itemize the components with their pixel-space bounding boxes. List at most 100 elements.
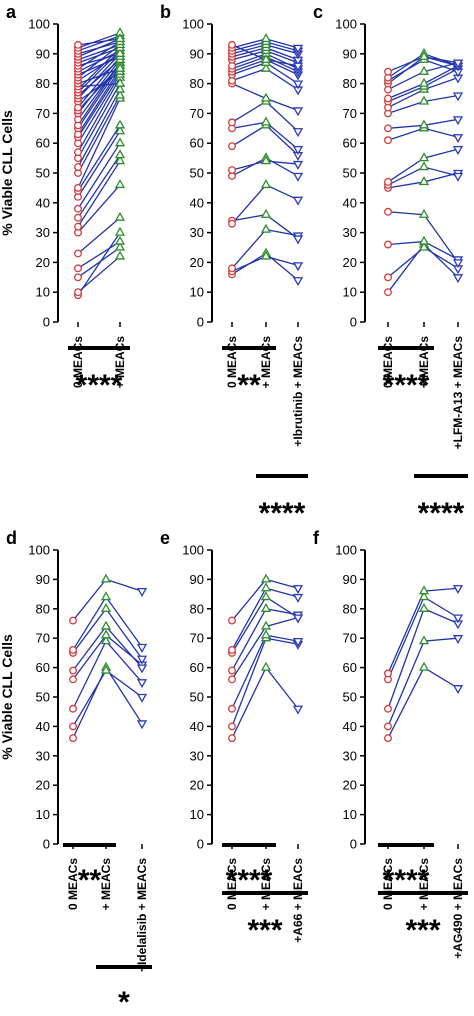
baseline-point — [69, 675, 77, 684]
y-tick-label: 100 — [182, 543, 204, 558]
series-line — [77, 154, 121, 219]
y-tick-label: 30 — [36, 225, 50, 240]
y-tick-label: 90 — [343, 572, 357, 587]
series-line — [77, 53, 121, 67]
series-line — [77, 68, 121, 135]
meacs-point — [114, 241, 126, 251]
inhibitor-point — [136, 693, 148, 703]
y-tick-label: 0 — [350, 837, 357, 852]
series-line — [77, 68, 121, 85]
meacs-point — [418, 602, 430, 612]
series-line — [77, 44, 121, 61]
meacs-point — [114, 235, 126, 245]
y-tick-label: 40 — [343, 719, 357, 734]
inhibitor-point — [452, 59, 464, 69]
meacs-point — [114, 125, 126, 135]
inhibitor-point — [292, 637, 304, 647]
baseline-point — [69, 646, 77, 654]
series-line — [77, 59, 121, 97]
meacs-point — [100, 629, 112, 639]
baseline-point — [384, 207, 392, 216]
meacs-point — [418, 65, 430, 75]
panel-label: f — [313, 528, 320, 548]
meacs-point — [114, 226, 126, 236]
y-tick-label: 80 — [190, 601, 204, 616]
meacs-point — [114, 89, 126, 99]
baseline-point — [228, 40, 236, 49]
y-tick-label: 40 — [190, 719, 204, 734]
y-tick-label: 70 — [343, 631, 357, 646]
y-tick-label: 10 — [36, 807, 50, 822]
significance-label: **** — [418, 497, 465, 530]
series-line — [72, 639, 143, 710]
category-label: +A66 + MEACs — [291, 858, 305, 943]
meacs-point — [260, 629, 272, 639]
inhibitor-point — [452, 172, 464, 182]
inhibitor-point — [292, 146, 304, 155]
y-tick-label: 80 — [36, 601, 50, 616]
category-label: + MEACs — [259, 858, 273, 911]
inhibitor-point — [136, 679, 148, 689]
y-tick-label: 60 — [190, 136, 204, 151]
y-tick-label: 90 — [36, 572, 50, 587]
panel-d: d 0 10 20 30 40 50 60 70 80 90 100 % Viable CLL Cell… — [0, 528, 152, 1016]
meacs-point — [418, 161, 430, 171]
meacs-point — [418, 176, 430, 186]
meacs-point — [418, 235, 430, 245]
meacs-point — [114, 77, 126, 87]
inhibitor-point — [452, 259, 464, 269]
y-tick-label: 70 — [343, 106, 357, 121]
significance-label: *** — [405, 914, 440, 947]
series-line — [77, 35, 121, 52]
y-tick-label: 20 — [343, 778, 357, 793]
meacs-point — [418, 635, 430, 645]
y-tick-label: 90 — [190, 46, 204, 61]
significance-label: * — [118, 986, 130, 1016]
y-tick-label: 30 — [36, 748, 50, 763]
meacs-point — [114, 155, 126, 165]
baseline-point — [69, 722, 77, 731]
meacs-point — [260, 223, 272, 233]
baseline-point — [384, 136, 392, 145]
meacs-point — [260, 155, 272, 165]
significance-label: ** — [237, 369, 261, 402]
y-tick-label: 0 — [43, 837, 50, 852]
inhibitor-point — [452, 92, 464, 102]
baseline-point — [384, 722, 392, 731]
series-line — [77, 47, 121, 64]
y-tick-label: 20 — [190, 255, 204, 270]
meacs-point — [260, 33, 272, 43]
meacs-point — [114, 62, 126, 72]
y-tick-label: 20 — [190, 778, 204, 793]
meacs-point — [260, 53, 272, 63]
y-tick-label: 50 — [343, 690, 357, 705]
series-line — [77, 65, 121, 111]
meacs-point — [114, 179, 126, 189]
inhibitor-point — [292, 593, 304, 603]
meacs-point — [114, 33, 126, 43]
series-line — [77, 98, 121, 189]
category-label: +Idelalisib + MEACs — [135, 858, 149, 972]
inhibitor-point — [292, 614, 304, 624]
meacs-point — [260, 92, 272, 102]
y-tick-label: 30 — [190, 748, 204, 763]
baseline-point — [384, 240, 392, 249]
baseline-point — [228, 675, 236, 684]
baseline-point — [74, 213, 82, 222]
meacs-point — [260, 179, 272, 189]
series-line — [387, 246, 459, 278]
series-line — [77, 130, 121, 198]
category-label: 0 MEACs — [225, 858, 239, 910]
series-line — [77, 142, 121, 210]
meacs-point — [100, 635, 112, 645]
baseline-point — [74, 264, 82, 273]
baseline-point — [228, 616, 236, 625]
y-tick-label: 50 — [36, 690, 50, 705]
inhibitor-point — [292, 44, 304, 54]
series-line — [77, 246, 121, 278]
inhibitor-point — [136, 588, 148, 597]
y-tick-label: 40 — [190, 195, 204, 210]
inhibitor-point — [292, 262, 304, 272]
y-tick-label: 90 — [190, 572, 204, 587]
